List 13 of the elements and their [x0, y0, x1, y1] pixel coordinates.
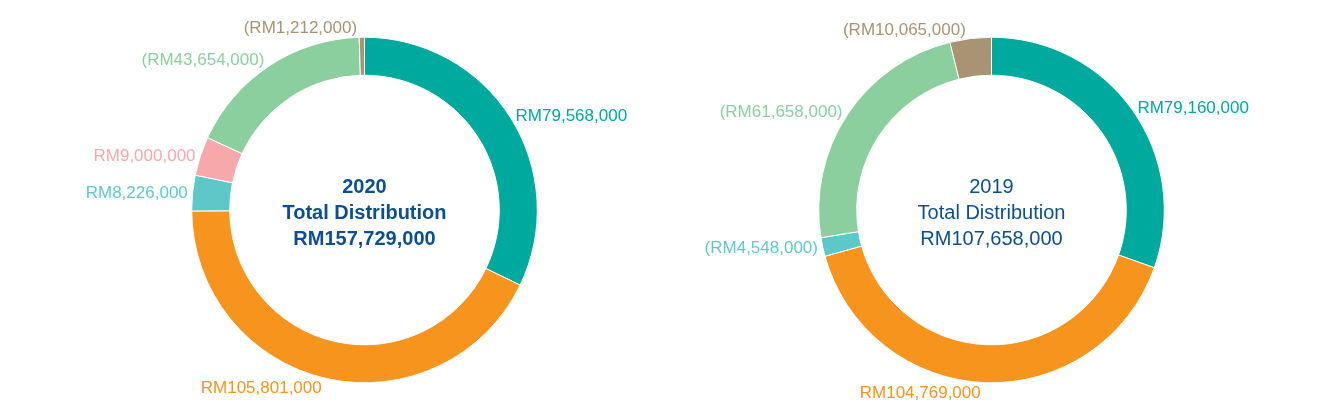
data-label: RM9,000,000 — [93, 145, 196, 165]
data-label: RM104,769,000 — [859, 382, 981, 402]
text: 2020 Total Distribution RM157,729,000 — [282, 175, 447, 249]
data-label: RM79,160,000 — [1137, 97, 1249, 117]
data-label: (RM10,065,000) — [842, 19, 966, 39]
data-label: RM8,226,000 — [85, 183, 188, 203]
data-label: (RM61,658,000) — [719, 102, 843, 122]
data-label: (RM43,654,000) — [141, 49, 265, 69]
text: 2019 Total Distribution RM107,658,000 — [917, 175, 1066, 249]
data-label: (RM1,212,000) — [243, 18, 358, 38]
data-label: RM105,801,000 — [200, 378, 322, 398]
data-label: (RM4,548,000) — [704, 237, 818, 257]
data-label: RM79,568,000 — [515, 105, 628, 125]
